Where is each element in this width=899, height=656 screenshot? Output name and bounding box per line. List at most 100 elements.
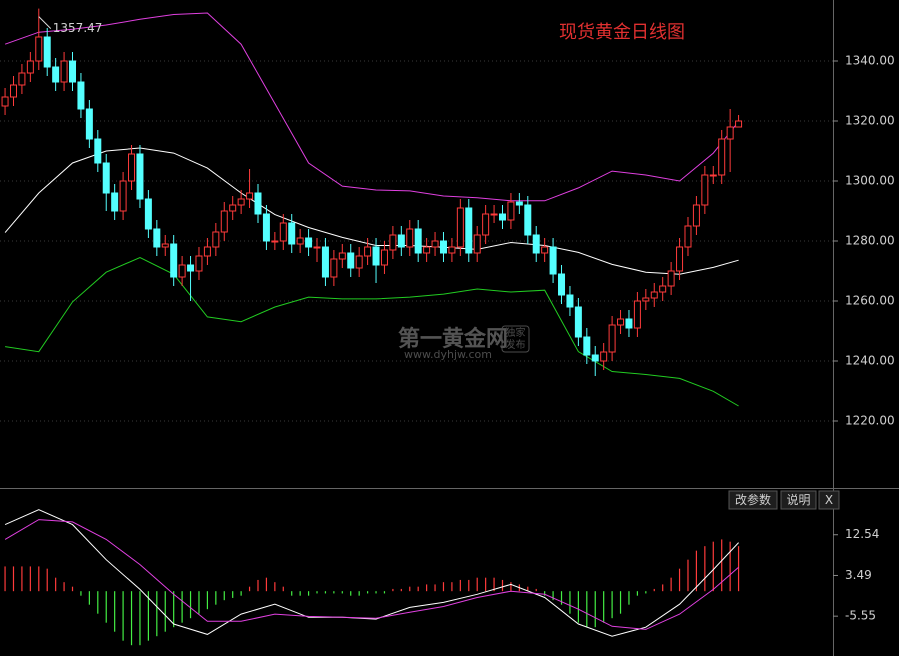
candle-body xyxy=(406,228,414,248)
candle-body xyxy=(136,153,144,200)
candle-body xyxy=(178,264,186,278)
candle-body xyxy=(195,255,203,272)
button[interactable] xyxy=(780,490,817,510)
candle-body xyxy=(718,138,726,176)
candle-body xyxy=(271,240,279,243)
candle-body xyxy=(111,192,119,212)
candle-body xyxy=(372,246,380,266)
button-label[interactable]: 改参数 xyxy=(735,492,771,507)
candle-body xyxy=(364,246,372,257)
candle-body xyxy=(52,66,60,83)
candle-body xyxy=(524,204,532,236)
candle-body xyxy=(701,174,709,206)
candle-body xyxy=(85,108,93,140)
candle-body xyxy=(676,246,684,272)
candle-body xyxy=(170,243,178,278)
candle-body xyxy=(94,138,102,164)
candle-body xyxy=(26,60,34,74)
watermark-badge xyxy=(501,325,530,353)
candle-body xyxy=(726,126,734,140)
candle-body xyxy=(153,228,161,248)
candle-body xyxy=(102,162,110,194)
candle-body xyxy=(431,240,439,248)
candle-body xyxy=(448,246,456,254)
y-tick-label: 1320.00 xyxy=(845,114,895,128)
candle-body xyxy=(532,234,540,254)
candle-body xyxy=(246,192,254,200)
candle-body xyxy=(482,213,490,236)
candle-body xyxy=(389,234,397,251)
y-tick-label: 3.49 xyxy=(845,568,872,582)
candle-body xyxy=(591,354,599,362)
watermark: 第一黄金网 www.dyhjw.com 独家 发布 xyxy=(398,325,530,361)
max-pointer xyxy=(38,16,52,29)
candle-body xyxy=(549,246,557,275)
y-tick-label: 1260.00 xyxy=(845,294,895,308)
candle-body xyxy=(574,306,582,338)
line xyxy=(5,256,739,407)
candle-body xyxy=(380,249,388,266)
candle-body xyxy=(347,252,355,269)
watermark-badge-text: 发布 xyxy=(506,338,526,351)
candle-body xyxy=(288,222,296,245)
y-tick-label: -5.55 xyxy=(845,609,876,623)
y-tick-label: 1300.00 xyxy=(845,174,895,188)
candle-body xyxy=(69,60,77,83)
candle-body xyxy=(321,246,329,278)
line xyxy=(4,12,739,202)
y-tick-label: 1240.00 xyxy=(845,354,895,368)
candle-body xyxy=(203,246,211,257)
candle-body xyxy=(187,264,195,272)
candle-body xyxy=(490,213,498,216)
candle-body xyxy=(60,60,68,83)
candle-body xyxy=(558,273,566,296)
candle-body xyxy=(625,318,633,329)
y-tick-label: 1280.00 xyxy=(845,234,895,248)
candle-body xyxy=(667,270,675,287)
candle-body xyxy=(220,210,228,233)
y-tick-label: 1220.00 xyxy=(845,414,895,428)
candle-body xyxy=(414,228,422,254)
candle-body xyxy=(43,36,51,68)
candle-body xyxy=(642,297,650,302)
candle-body xyxy=(161,243,169,248)
candle-body xyxy=(583,336,591,356)
candle-body xyxy=(397,234,405,248)
candle-body xyxy=(709,174,717,177)
candle-body xyxy=(659,285,667,293)
y-tick-label: 12.54 xyxy=(845,527,879,541)
candle-body xyxy=(144,198,152,230)
candle-body xyxy=(119,180,127,212)
candle-body xyxy=(633,300,641,329)
candle-body xyxy=(338,252,346,260)
candle-body xyxy=(650,291,658,299)
watermark-name: 第一黄金网 xyxy=(398,326,508,352)
candle-body xyxy=(229,204,237,212)
candle-body xyxy=(608,324,616,353)
line xyxy=(4,509,739,637)
candle-body xyxy=(507,201,515,221)
button[interactable] xyxy=(818,490,840,510)
candle-body xyxy=(498,213,506,221)
candle-body xyxy=(456,207,464,248)
candle-body xyxy=(473,234,481,254)
candle-body xyxy=(465,207,473,254)
candle-body xyxy=(617,318,625,326)
candle-body xyxy=(296,237,304,245)
candle-body xyxy=(423,246,431,254)
candle-body xyxy=(692,204,700,227)
candle-body xyxy=(35,36,43,62)
candle-body xyxy=(77,81,85,110)
chart-title: 现货黄金日线图 xyxy=(559,22,685,43)
candle-body xyxy=(566,294,574,308)
button-label[interactable]: X xyxy=(825,493,833,507)
button[interactable] xyxy=(728,490,778,510)
watermark-url: www.dyhjw.com xyxy=(404,348,492,361)
candle-body xyxy=(305,237,313,248)
button-label[interactable]: 说明 xyxy=(786,492,810,507)
candle-body xyxy=(262,213,270,242)
toolbar: 改参数 说明 X xyxy=(728,490,840,510)
candle-body xyxy=(18,72,26,86)
